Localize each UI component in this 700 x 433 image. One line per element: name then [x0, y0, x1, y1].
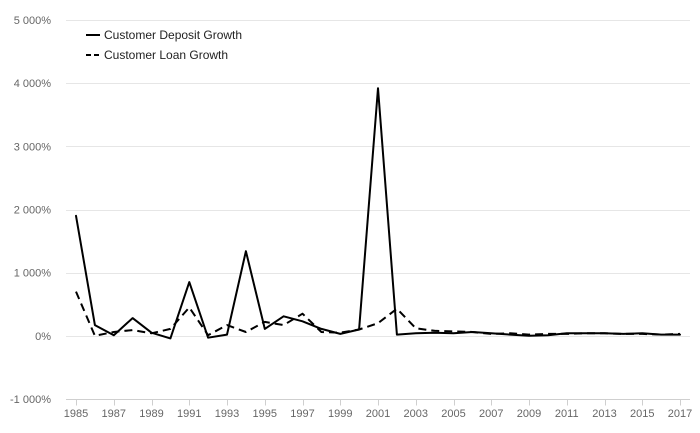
grid [66, 20, 690, 337]
x-tick-label: 1993 [215, 408, 239, 420]
x-tick-label: 1999 [328, 408, 352, 420]
legend-label-loan-growth: Customer Loan Growth [104, 48, 228, 62]
x-tick-label: 2015 [630, 408, 654, 420]
x-tick-label: 2003 [404, 408, 428, 420]
legend-item-loan-growth[interactable]: Customer Loan Growth [86, 48, 228, 62]
y-tick-label: 2 000% [14, 205, 52, 217]
x-tick-label: 1991 [177, 408, 201, 420]
x-tick-label: 1995 [253, 408, 277, 420]
legend-item-deposit-growth[interactable]: Customer Deposit Growth [86, 28, 242, 42]
series-line-deposit-growth [75, 87, 681, 340]
x-tick-label: 1989 [139, 408, 163, 420]
y-tick-label: -1 000% [10, 394, 51, 406]
x-tick-label: 2017 [668, 408, 692, 420]
x-tick-label: 2005 [441, 408, 465, 420]
y-tick-label: 5 000% [14, 15, 52, 27]
x-tick-label: 1987 [102, 408, 126, 420]
y-tick-label: 0% [35, 331, 51, 343]
y-tick-label: 3 000% [14, 141, 52, 153]
series-lines [75, 87, 681, 340]
series-line-loan-growth [75, 291, 681, 337]
y-tick-label: 4 000% [14, 78, 52, 90]
legend: Customer Deposit Growth Customer Loan Gro… [86, 28, 242, 62]
x-tick-label: 2013 [592, 408, 616, 420]
x-tick-label: 1997 [290, 408, 314, 420]
x-tick-label: 2009 [517, 408, 541, 420]
x-tick-label: 2011 [555, 408, 579, 420]
legend-label-deposit-growth: Customer Deposit Growth [104, 28, 242, 42]
axes: -1 000% 0% 1 000% 2 000% 3 000% 4 000% 5 000% 1… [10, 15, 692, 420]
y-tick-label: 1 000% [14, 268, 52, 280]
x-tick-label: 2001 [366, 408, 390, 420]
x-tick-label: 2007 [479, 408, 503, 420]
x-tick-label: 1985 [64, 408, 88, 420]
